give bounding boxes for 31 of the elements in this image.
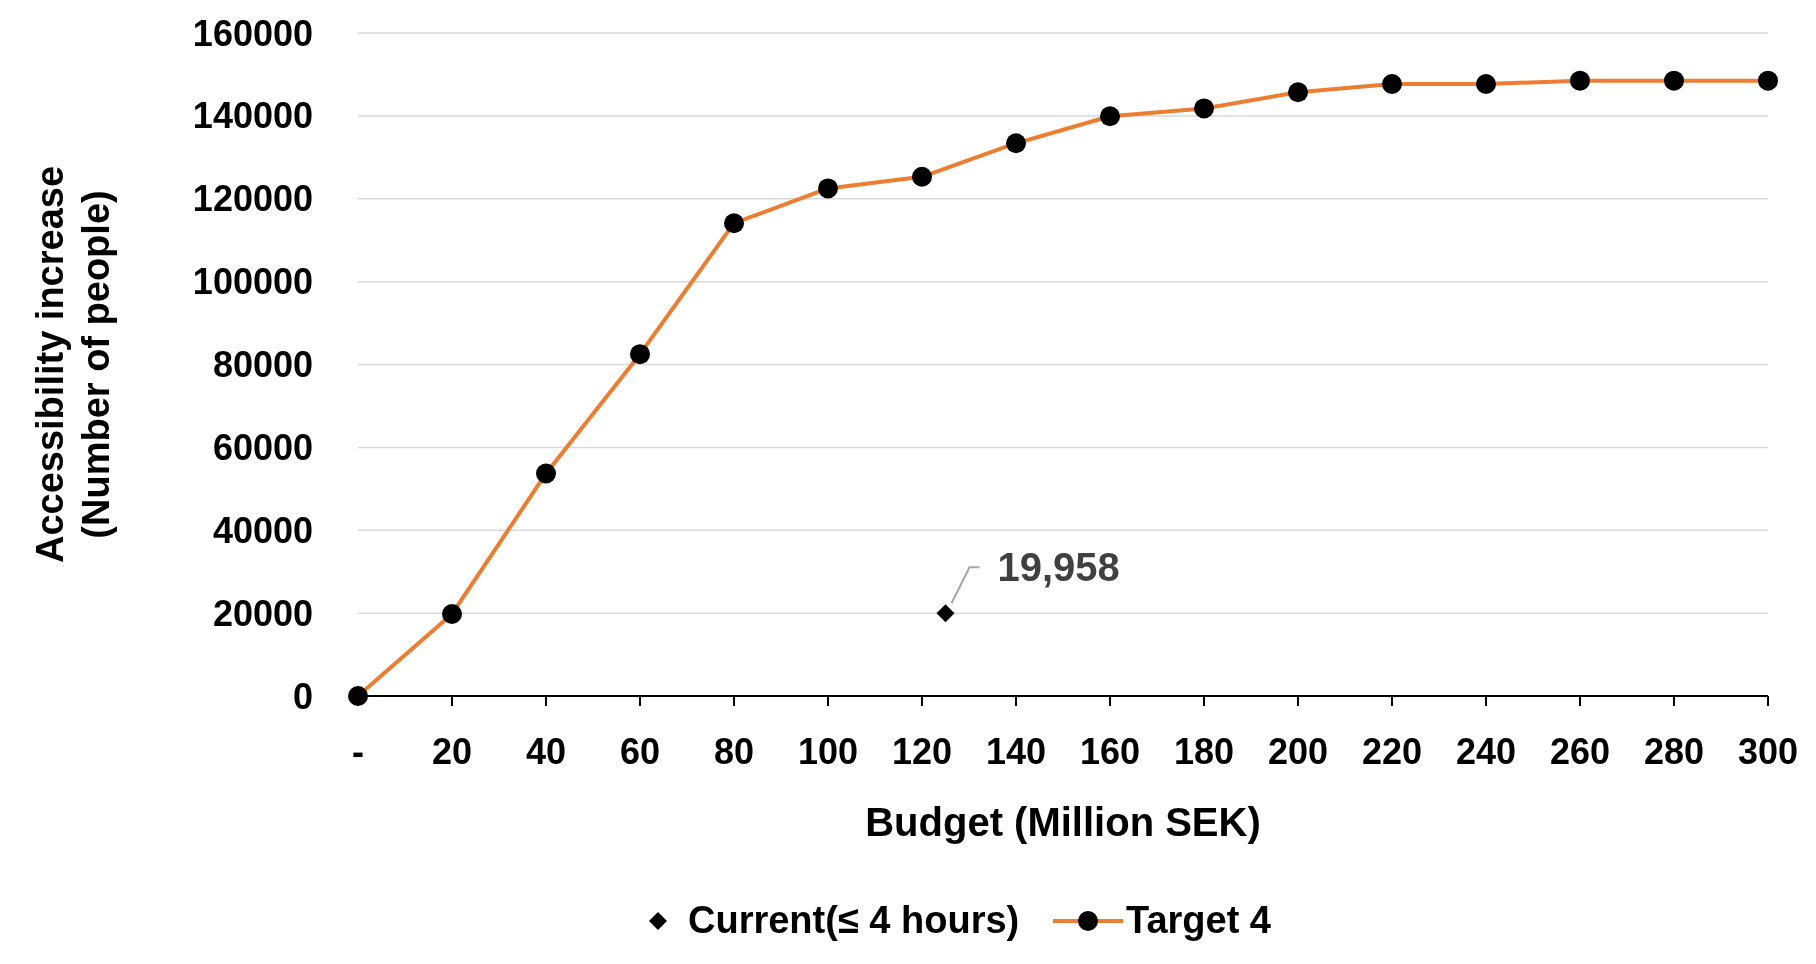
legend-label: Current(≤ 4 hours) bbox=[688, 899, 1020, 941]
y-axis-title: Accessibility increase (Number of people) bbox=[29, 165, 117, 564]
x-tick-label: 120 bbox=[891, 731, 953, 772]
y-tick-label: 0 bbox=[292, 675, 313, 717]
y-tick-label: 120000 bbox=[192, 178, 313, 220]
x-tick-label: 20 bbox=[431, 731, 473, 772]
x-tick-label: 180 bbox=[1173, 731, 1235, 772]
x-tick-label: 160 bbox=[1079, 731, 1141, 772]
x-tick-label: 220 bbox=[1361, 731, 1423, 772]
x-tick-label: 80 bbox=[713, 731, 755, 772]
x-tick-label: 280 bbox=[1643, 731, 1705, 772]
y-tick-label: 140000 bbox=[192, 95, 313, 137]
x-tick-label: 140 bbox=[985, 731, 1047, 772]
x-tick-label: 100 bbox=[797, 731, 859, 772]
y-tick-label: 160000 bbox=[192, 12, 313, 54]
y-tick-label: 60000 bbox=[212, 426, 313, 468]
x-tick-label: 60 bbox=[619, 731, 661, 772]
x-tick-label: 240 bbox=[1455, 731, 1517, 772]
x-tick-label: 300 bbox=[1737, 731, 1799, 772]
y-tick-label: 100000 bbox=[192, 261, 313, 303]
x-tick-label: 40 bbox=[525, 731, 567, 772]
y-tick-label: 80000 bbox=[212, 344, 313, 386]
y-tick-label: 20000 bbox=[212, 592, 313, 634]
x-tick-label: 260 bbox=[1549, 731, 1611, 772]
x-axis-title: Budget (Million SEK) bbox=[865, 800, 1261, 844]
y-tick-label: 40000 bbox=[212, 509, 313, 551]
point bbox=[936, 604, 955, 623]
x-tick-label: 200 bbox=[1267, 731, 1329, 772]
x-tick-label: - bbox=[352, 731, 364, 772]
legend-label: Target 4 bbox=[1126, 899, 1272, 941]
annotation: 19,958 bbox=[997, 545, 1120, 590]
